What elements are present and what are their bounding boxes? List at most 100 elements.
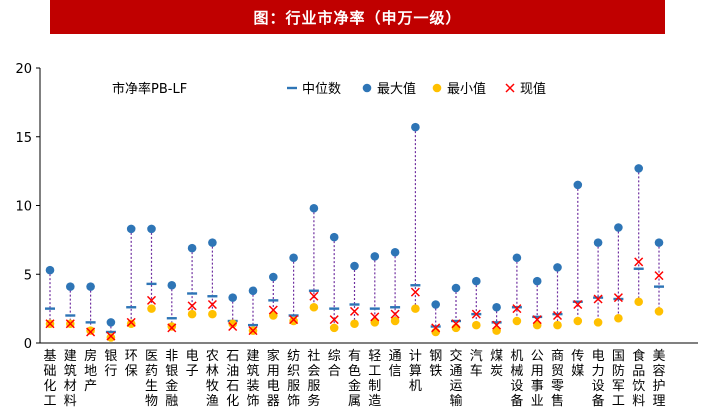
current-point: [370, 312, 380, 322]
current-point: [146, 295, 157, 305]
category-label: 美容护理: [652, 349, 665, 409]
current-x-stroke: [573, 299, 583, 310]
min-point: [431, 327, 441, 337]
y-tick-label: 5: [24, 268, 32, 283]
current-point: [207, 299, 217, 310]
legend-current-marker: [505, 83, 515, 93]
category-label: 建筑装饰: [246, 349, 259, 409]
current-point: [106, 331, 116, 341]
max-point: [86, 282, 95, 291]
max-point: [187, 243, 197, 253]
current-point: [268, 305, 278, 315]
legend-label: 现值: [520, 81, 546, 97]
legend-item-median: 中位数: [287, 82, 341, 97]
current-x-stroke: [329, 315, 339, 325]
max-point: [451, 283, 461, 293]
max-point: [309, 203, 319, 213]
current-point: [45, 319, 55, 329]
current-point: [573, 299, 583, 310]
legend-item-max: 最大值: [362, 81, 416, 97]
category-label: 电力设备: [592, 349, 605, 409]
min-point: [472, 320, 481, 330]
current-point: [126, 317, 136, 327]
category-label: 医药生物: [145, 349, 158, 409]
max-point: [106, 318, 116, 327]
category-label: 煤炭: [490, 349, 503, 379]
current-x-stroke: [86, 327, 96, 337]
min-point: [269, 311, 278, 320]
max-point: [350, 261, 359, 271]
max-point: [66, 282, 75, 291]
category-label: 社会服务: [307, 348, 320, 409]
min-point: [593, 318, 603, 327]
category-label: 食品饮料: [632, 348, 645, 409]
current-point: [228, 321, 238, 332]
current-point: [248, 326, 258, 336]
max-point: [289, 253, 298, 263]
min-point: [106, 333, 116, 342]
max-point: [553, 263, 562, 272]
current-x-stroke: [613, 293, 623, 303]
max-point: [492, 302, 501, 312]
current-point: [552, 310, 563, 321]
current-x-stroke: [451, 319, 461, 329]
chart-title: 图：行业市净率（申万一级）: [50, 0, 665, 34]
max-point: [167, 280, 177, 290]
category-label: 汽车: [470, 349, 483, 379]
legend-item-current: 现值: [505, 81, 546, 97]
current-point: [167, 323, 177, 333]
current-x-stroke: [390, 309, 400, 319]
current-x-stroke: [349, 306, 360, 316]
min-point: [553, 320, 562, 330]
current-x-stroke: [289, 315, 299, 325]
min-point: [512, 316, 522, 326]
current-x-stroke: [45, 319, 55, 329]
current-point: [634, 257, 644, 267]
y-tick-label: 0: [24, 337, 32, 352]
category-label: 石油石化: [226, 349, 239, 409]
min-point: [634, 297, 643, 307]
current-point: [309, 291, 319, 301]
legend-label: 中位数: [302, 82, 341, 97]
max-point: [614, 223, 623, 232]
current-x-stroke: [187, 301, 197, 311]
max-point: [573, 180, 583, 190]
y-tick-label: 20: [15, 62, 32, 77]
min-point: [370, 318, 380, 327]
current-point: [410, 287, 420, 297]
category-label: 电子: [186, 349, 199, 379]
current-x-stroke: [228, 321, 238, 332]
current-x-stroke: [146, 295, 157, 305]
max-point: [228, 293, 237, 302]
min-point: [126, 319, 136, 329]
legend-max-marker: [362, 83, 372, 93]
max-point: [634, 164, 643, 173]
category-label: 纺织服饰: [287, 349, 300, 409]
category-label: 非银金融: [165, 349, 178, 409]
current-x-stroke: [593, 294, 603, 304]
max-point: [370, 252, 380, 261]
category-label: 公用事业: [531, 349, 544, 409]
max-point: [45, 265, 55, 275]
current-x-stroke: [552, 310, 563, 321]
min-point: [390, 316, 400, 326]
min-point: [329, 323, 339, 333]
legend-min-marker: [432, 83, 442, 93]
max-point: [147, 224, 156, 234]
min-point: [289, 316, 298, 326]
current-point: [593, 294, 603, 304]
max-point: [126, 224, 136, 234]
category-label: 交通运输: [449, 348, 462, 409]
current-point: [329, 315, 339, 325]
current-x-stroke: [309, 291, 319, 301]
current-point: [471, 309, 481, 319]
min-point: [492, 326, 501, 335]
current-point: [512, 304, 522, 314]
category-label: 有色金属: [348, 349, 361, 409]
current-point: [65, 319, 75, 329]
max-point: [593, 238, 603, 247]
category-label: 房地产: [84, 348, 97, 394]
category-label: 环保: [125, 349, 138, 379]
y-tick-label: 10: [15, 200, 32, 215]
